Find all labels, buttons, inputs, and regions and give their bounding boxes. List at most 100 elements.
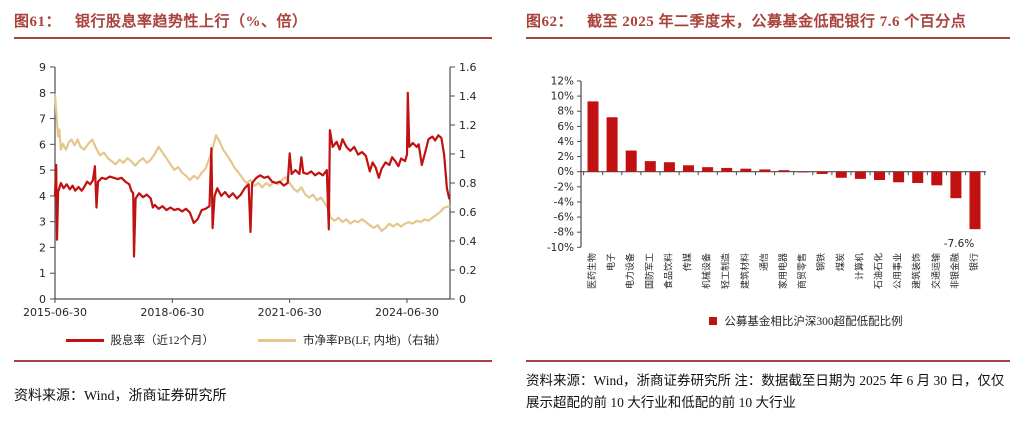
bar-value-annotation: -7.6% [944, 238, 974, 250]
bar [835, 171, 847, 178]
bar [969, 171, 981, 230]
category-label: 建筑装饰 [911, 253, 923, 289]
right-axis-tick-label: 0.8 [459, 177, 477, 190]
bar [606, 117, 618, 172]
right-axis-tick-label: 0.6 [459, 206, 477, 219]
right-axis-tick-label: 0 [459, 293, 466, 306]
right-axis-tick-label: 1 [459, 148, 466, 161]
bar [721, 167, 733, 172]
category-label: 计算机 [853, 253, 865, 280]
bar [816, 171, 828, 174]
category-label: 传媒 [682, 253, 694, 271]
bar [874, 171, 885, 181]
y-axis-tick-label: 10% [551, 91, 574, 103]
left-axis-tick-label: 1 [39, 267, 46, 280]
y-axis-tick-label: 0% [557, 166, 574, 178]
bar [893, 171, 905, 183]
category-label: 钢铁 [815, 253, 827, 271]
category-label: 非银金融 [949, 253, 961, 289]
y-axis-tick-label: -6% [554, 212, 574, 224]
y-axis-tick-label: -2% [554, 181, 574, 193]
bar [702, 167, 714, 172]
dividend-yield-pb-line-chart: 0 1 2 3 4 5 6 7 8 9 0 0.2 0.4 0.6 0.8 1 1.2 1.4 1.6 2015-06… [23, 61, 477, 319]
y-axis-tick-label: 8% [557, 106, 574, 118]
x-axis-tick-label: 2018-06-30 [140, 306, 204, 319]
bar [587, 101, 599, 172]
bar [740, 168, 752, 172]
fig61-title-rule [14, 37, 492, 39]
category-label: 机械设备 [701, 253, 713, 289]
fund-overweight-underweight-bar-chart: 12% 10% 8% 6% 4% 2% 0% -2% -4% -6% -8% -10% 医药生物 电子 电力… [547, 75, 986, 289]
bar [797, 171, 809, 173]
y-axis-tick-label: 2% [557, 151, 574, 163]
category-label: 通信 [758, 253, 770, 271]
y-axis-tick-label: 12% [551, 75, 574, 87]
bar [912, 171, 924, 184]
bar [854, 171, 866, 179]
legend-label: 市净率PB(LF, 内地)（右轴） [303, 335, 447, 347]
left-axis-tick-label: 0 [39, 293, 46, 306]
left-axis-tick-label: 3 [39, 216, 46, 229]
left-axis-tick-label: 5 [39, 164, 46, 177]
legend-label: 股息率（近12个月） [110, 335, 215, 347]
bar [931, 171, 943, 186]
legend-label: 公募基金相比沪深300超配低配比例 [724, 316, 903, 328]
category-label: 商贸零售 [796, 253, 808, 289]
series-line [53, 93, 451, 232]
fig61-title-label: 图61： [14, 14, 62, 30]
x-axis-tick-label: 2021-06-30 [258, 306, 322, 319]
left-axis-tick-label: 6 [39, 138, 46, 151]
bar [778, 170, 790, 172]
left-axis-tick-label: 4 [39, 190, 46, 203]
bar [950, 171, 962, 199]
red-square-swatch-icon [709, 317, 718, 325]
red-line-swatch-icon [65, 338, 104, 342]
bar [683, 165, 694, 172]
right-axis-tick-label: 1.2 [459, 119, 477, 132]
legend-item-dividend-yield: 股息率（近12个月） [65, 332, 215, 348]
left-axis-tick-label: 9 [39, 61, 46, 74]
fig61-title-text: 银行股息率趋势性上行（%、倍） [75, 14, 308, 30]
fig62-legend: 公募基金相比沪深300超配低配比例 [512, 313, 1024, 329]
y-axis-tick-label: -8% [554, 227, 574, 239]
fig62-title-text: 截至 2025 年二季度末，公募基金低配银行 7.6 个百分点 [587, 14, 967, 30]
left-axis-tick-label: 7 [39, 113, 46, 126]
category-label: 交通运输 [930, 253, 942, 289]
x-axis-tick-label: 2024-06-30 [375, 306, 439, 319]
category-label: 医药生物 [586, 253, 598, 289]
bar [644, 161, 656, 172]
category-label: 轻工制造 [720, 253, 732, 289]
y-axis-tick-label: -10% [547, 242, 574, 254]
category-label: 建筑材料 [739, 253, 751, 289]
legend-item-pb-ratio: 市净率PB(LF, 内地)（右轴） [258, 332, 446, 348]
fig61-bottom-rule [14, 360, 492, 362]
right-axis-tick-label: 0.4 [459, 235, 477, 248]
category-label: 家用电器 [777, 253, 789, 289]
y-axis-tick-label: -4% [554, 196, 574, 208]
bar [663, 162, 675, 172]
category-label: 食品饮料 [662, 253, 674, 289]
category-label: 电力设备 [624, 253, 636, 289]
bar [625, 150, 637, 172]
category-label: 银行 [968, 253, 980, 271]
y-axis-tick-label: 6% [557, 121, 574, 133]
left-axis-tick-label: 8 [39, 87, 46, 100]
category-label: 公用事业 [892, 253, 904, 289]
right-axis-tick-label: 1.6 [459, 61, 477, 74]
y-axis-tick-label: 4% [557, 136, 574, 148]
left-axis-tick-label: 2 [39, 241, 46, 254]
fig61-title: 图61： 银行股息率趋势性上行（%、倍） [14, 10, 308, 31]
category-label: 石油石化 [873, 253, 885, 289]
fig61-source-note: 资料来源：Wind，浙商证券研究所 [14, 389, 227, 404]
category-label: 电子 [605, 253, 617, 271]
category-label: 煤炭 [834, 253, 846, 271]
series-line [53, 91, 451, 258]
legend-item-fund-allocation: 公募基金相比沪深300超配低配比例 [709, 313, 903, 329]
bar [759, 169, 771, 172]
fig62-title-rule [526, 37, 1010, 39]
fig62-title: 图62： 截至 2025 年二季度末，公募基金低配银行 7.6 个百分点 [526, 10, 966, 31]
fig62-title-label: 图62： [526, 14, 574, 30]
x-axis-tick-label: 2015-06-30 [23, 306, 87, 319]
category-label: 国防军工 [643, 253, 655, 289]
